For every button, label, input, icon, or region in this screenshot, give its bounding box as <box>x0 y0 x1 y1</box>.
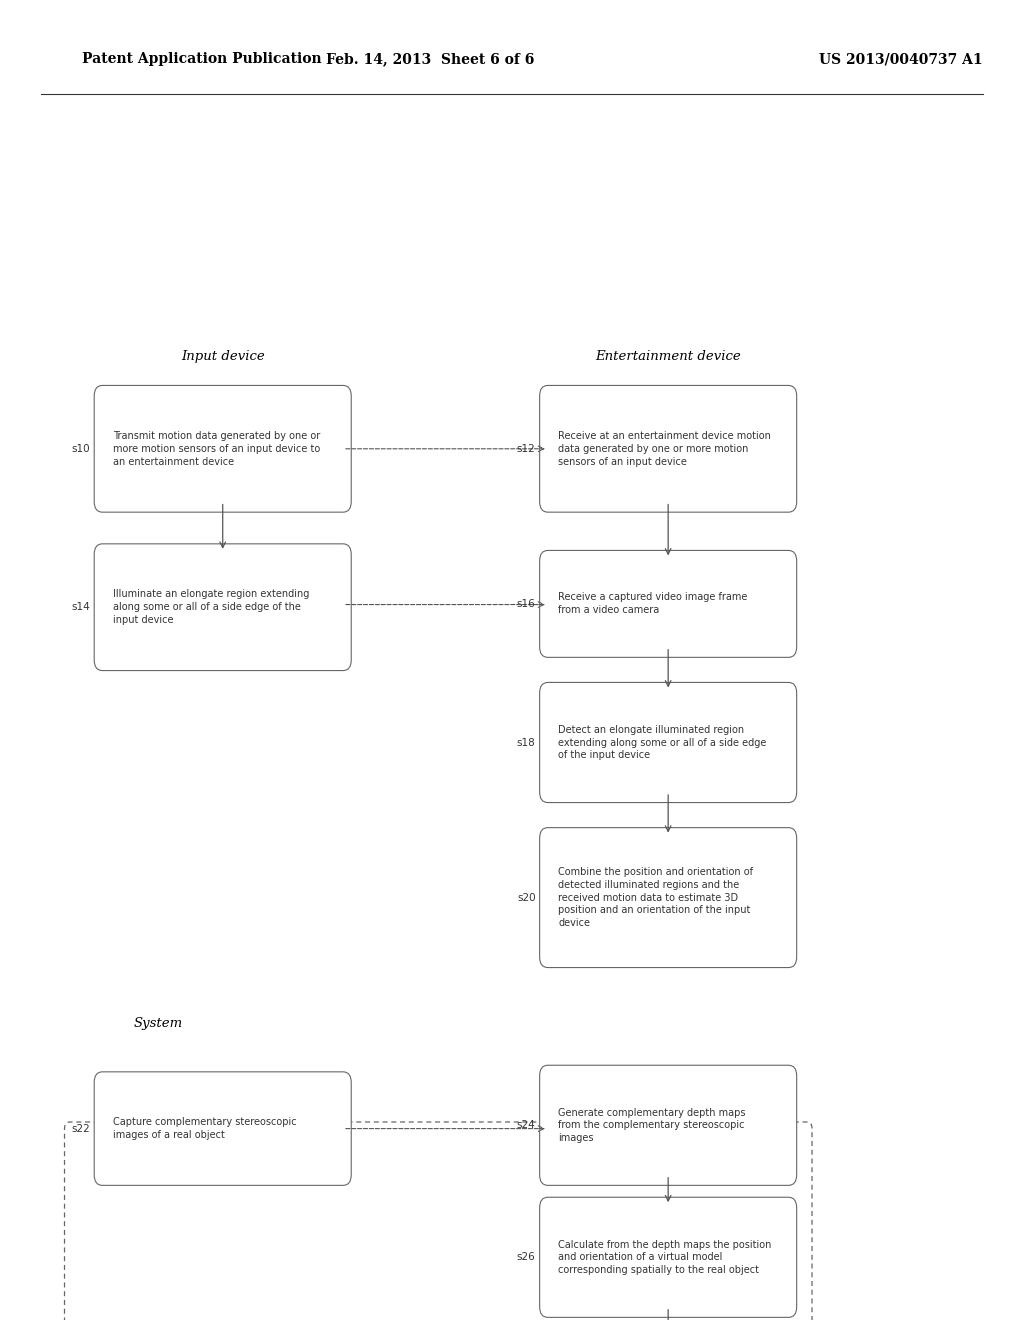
FancyBboxPatch shape <box>540 1065 797 1185</box>
Text: Calculate from the depth maps the position
and orientation of a virtual model
co: Calculate from the depth maps the positi… <box>558 1239 771 1275</box>
Text: Feb. 14, 2013  Sheet 6 of 6: Feb. 14, 2013 Sheet 6 of 6 <box>326 53 535 66</box>
Text: s10: s10 <box>72 444 90 454</box>
Text: Generate complementary depth maps
from the complementary stereoscopic
images: Generate complementary depth maps from t… <box>558 1107 745 1143</box>
Text: Receive at an entertainment device motion
data generated by one or more motion
s: Receive at an entertainment device motio… <box>558 432 771 466</box>
Text: Combine the position and orientation of
detected illuminated regions and the
rec: Combine the position and orientation of … <box>558 867 753 928</box>
FancyBboxPatch shape <box>94 1072 351 1185</box>
FancyBboxPatch shape <box>540 828 797 968</box>
Text: Patent Application Publication: Patent Application Publication <box>82 53 322 66</box>
Text: Transmit motion data generated by one or
more motion sensors of an input device : Transmit motion data generated by one or… <box>113 432 319 466</box>
FancyBboxPatch shape <box>94 544 351 671</box>
FancyBboxPatch shape <box>540 1197 797 1317</box>
Text: s12: s12 <box>517 444 536 454</box>
Text: Capture complementary stereoscopic
images of a real object: Capture complementary stereoscopic image… <box>113 1117 296 1140</box>
Text: Entertainment device: Entertainment device <box>595 350 741 363</box>
FancyBboxPatch shape <box>540 385 797 512</box>
Text: s14: s14 <box>72 602 90 612</box>
Text: Receive a captured video image frame
from a video camera: Receive a captured video image frame fro… <box>558 593 748 615</box>
Text: System: System <box>134 1016 183 1030</box>
Text: s22: s22 <box>72 1123 90 1134</box>
FancyBboxPatch shape <box>540 550 797 657</box>
FancyBboxPatch shape <box>540 682 797 803</box>
FancyBboxPatch shape <box>94 385 351 512</box>
Text: s24: s24 <box>517 1121 536 1130</box>
Text: s16: s16 <box>517 599 536 609</box>
Text: US 2013/0040737 A1: US 2013/0040737 A1 <box>819 53 983 66</box>
Text: s18: s18 <box>517 738 536 747</box>
Text: Detect an elongate illuminated region
extending along some or all of a side edge: Detect an elongate illuminated region ex… <box>558 725 766 760</box>
Text: Illuminate an elongate region extending
along some or all of a side edge of the
: Illuminate an elongate region extending … <box>113 590 309 624</box>
Text: Input device: Input device <box>181 350 264 363</box>
Text: s26: s26 <box>517 1253 536 1262</box>
Text: s20: s20 <box>517 892 536 903</box>
